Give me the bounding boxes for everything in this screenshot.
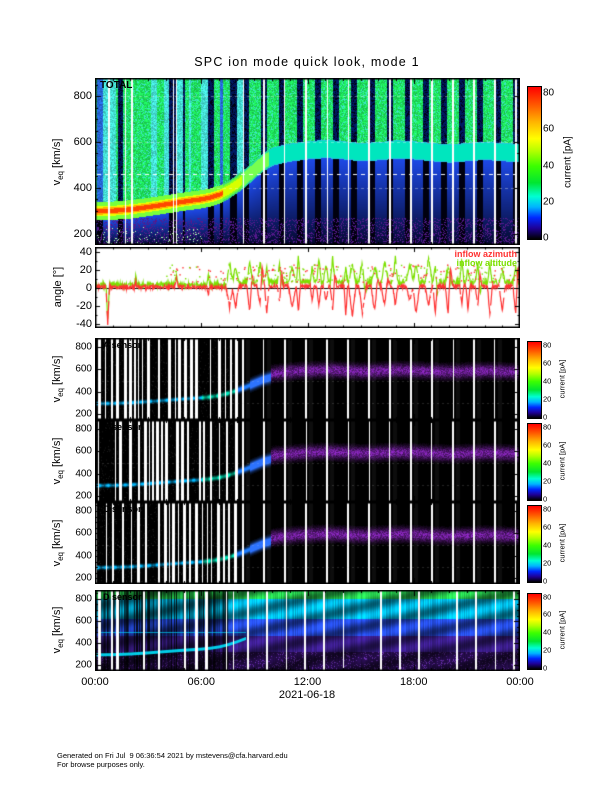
tick-label: 600 <box>75 445 92 457</box>
tick-label: 600 <box>75 363 92 375</box>
tick-label: 400 <box>73 181 92 194</box>
colorbar-total <box>527 86 542 240</box>
y-axis-label-sensor-d: veq [km/s] <box>50 606 66 654</box>
tick-label: 60 <box>543 522 552 532</box>
tick-label: 0 <box>543 494 548 504</box>
panel-label-c-sensor: C sensor <box>103 504 142 514</box>
tick-label: 80 <box>543 87 555 99</box>
panel-label-b-sensor: B sensor <box>103 422 142 432</box>
total-spectrogram-canvas <box>95 78 520 245</box>
x-axis-date-label: 2021-06-18 <box>278 689 336 701</box>
footer-generated-line: Generated on Fri Jul 9 06:36:54 2021 by … <box>57 751 288 760</box>
tick-label: 200 <box>75 408 92 420</box>
tick-label: 60 <box>543 358 552 368</box>
colorbar-sensor-a <box>527 341 542 419</box>
tick-label: 400 <box>75 468 92 480</box>
y-axis-label-sensor-b: veq [km/s] <box>50 437 66 485</box>
tick-label: 20 <box>543 394 552 404</box>
tick-label: 20 <box>543 558 552 568</box>
ylabel-sub: eq <box>56 171 66 180</box>
colorbar-sensor-b <box>527 423 542 501</box>
ylabel-main: v <box>50 179 63 186</box>
tick-label: 06:00 <box>187 676 216 688</box>
tick-label: 12:00 <box>293 676 322 688</box>
colorbar-label-total: current [pA] <box>562 136 574 188</box>
tick-label: 200 <box>73 227 92 240</box>
tick-label: 400 <box>75 550 92 562</box>
tick-label: 00:00 <box>506 676 534 688</box>
tick-label: 0 <box>543 663 548 673</box>
tick-label: 60 <box>543 123 555 135</box>
tick-label: -20 <box>76 299 92 312</box>
y-axis-label-angle: angle [°] <box>52 266 64 308</box>
tick-label: 0 <box>543 412 548 422</box>
tick-label: 0 <box>85 281 92 294</box>
tick-label: 80 <box>543 340 552 350</box>
colorbar-label-sensor-d: current [pA] <box>557 610 567 650</box>
tick-label: 800 <box>75 423 92 435</box>
colorbar-label-sensor-b: current [pA] <box>557 441 567 481</box>
sensor-d-spectrogram-canvas <box>95 590 520 671</box>
legend-inflow-azimuth: inflow azimuth <box>454 249 518 259</box>
colorbar-label-sensor-a: current [pA] <box>557 359 567 399</box>
tick-label: 20 <box>543 196 555 208</box>
tick-label: 200 <box>75 572 92 584</box>
tick-label: 18:00 <box>399 676 428 688</box>
panel-label-d-sensor: D sensor <box>103 592 142 602</box>
tick-label: 800 <box>75 341 92 353</box>
sensor-c-spectrogram-canvas <box>95 502 520 584</box>
tick-label: 0 <box>543 576 548 586</box>
tick-label: -40 <box>76 317 92 330</box>
colorbar-sensor-d <box>527 593 542 670</box>
inflow-angle-canvas <box>95 247 520 328</box>
colorbar-sensor-c <box>527 505 542 583</box>
tick-label: 600 <box>73 136 92 149</box>
plot-title: SPC ion mode quick look, mode 1 <box>194 55 420 69</box>
tick-label: 60 <box>543 609 552 619</box>
tick-label: 40 <box>543 160 555 172</box>
tick-label: 600 <box>75 527 92 539</box>
tick-label: 40 <box>543 376 552 386</box>
tick-label: 80 <box>543 504 552 514</box>
tick-label: 800 <box>75 593 92 605</box>
tick-label: 40 <box>79 245 92 258</box>
tick-label: 60 <box>543 440 552 450</box>
tick-label: 80 <box>543 422 552 432</box>
sensor-b-spectrogram-canvas <box>95 420 520 502</box>
panel-label-a-sensor: A sensor <box>103 340 142 350</box>
tick-label: 20 <box>79 263 92 276</box>
y-axis-label-total: veq [km/s] <box>51 139 65 186</box>
tick-label: 400 <box>75 386 92 398</box>
footer-browse-line: For browse purposes only. <box>57 760 145 769</box>
ylabel-unit: [km/s] <box>50 138 63 168</box>
y-axis-label-sensor-c: veq [km/s] <box>50 519 66 567</box>
tick-label: 40 <box>543 458 552 468</box>
legend-inflow-altitude: inflow altitude <box>456 258 518 268</box>
tick-label: 400 <box>75 637 92 649</box>
y-axis-label-sensor-a: veq [km/s] <box>50 355 66 403</box>
tick-label: 800 <box>73 90 92 103</box>
tick-label: 40 <box>543 540 552 550</box>
tick-label: 80 <box>543 592 552 602</box>
tick-label: 00:00 <box>81 676 109 688</box>
tick-label: 200 <box>75 490 92 502</box>
tick-label: 0 <box>543 232 549 244</box>
tick-label: 20 <box>543 476 552 486</box>
tick-label: 200 <box>75 659 92 671</box>
tick-label: 20 <box>543 645 552 655</box>
tick-label: 800 <box>75 505 92 517</box>
tick-label: 40 <box>543 627 552 637</box>
tick-label: 600 <box>75 615 92 627</box>
panel-label-total: TOTAL <box>100 80 133 91</box>
colorbar-label-sensor-c: current [pA] <box>557 523 567 563</box>
sensor-a-spectrogram-canvas <box>95 338 520 420</box>
